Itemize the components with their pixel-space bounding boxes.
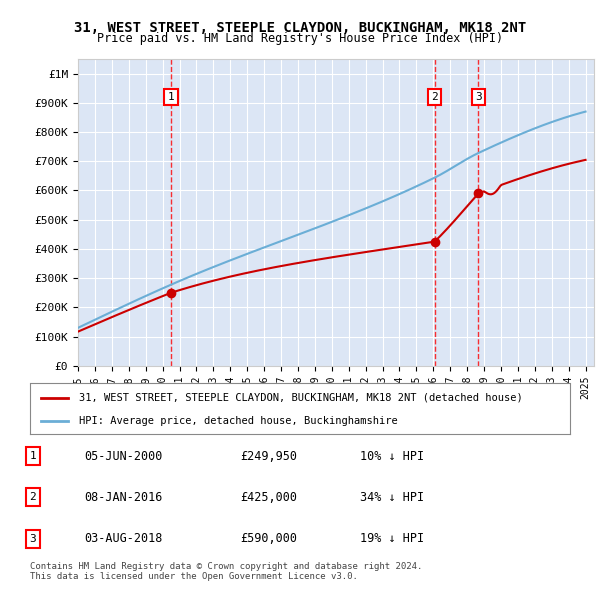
- Text: 31, WEST STREET, STEEPLE CLAYDON, BUCKINGHAM, MK18 2NT (detached house): 31, WEST STREET, STEEPLE CLAYDON, BUCKIN…: [79, 392, 523, 402]
- Text: 2: 2: [431, 92, 438, 102]
- Text: £249,950: £249,950: [240, 450, 297, 463]
- Text: 34% ↓ HPI: 34% ↓ HPI: [360, 491, 424, 504]
- Text: Price paid vs. HM Land Registry's House Price Index (HPI): Price paid vs. HM Land Registry's House …: [97, 32, 503, 45]
- Text: 1: 1: [29, 451, 37, 461]
- Text: 2: 2: [29, 493, 37, 502]
- Text: Contains HM Land Registry data © Crown copyright and database right 2024.
This d: Contains HM Land Registry data © Crown c…: [30, 562, 422, 581]
- Text: 10% ↓ HPI: 10% ↓ HPI: [360, 450, 424, 463]
- Text: 19% ↓ HPI: 19% ↓ HPI: [360, 532, 424, 545]
- Text: 08-JAN-2016: 08-JAN-2016: [84, 491, 163, 504]
- Text: £425,000: £425,000: [240, 491, 297, 504]
- Text: 1: 1: [167, 92, 175, 102]
- Text: 03-AUG-2018: 03-AUG-2018: [84, 532, 163, 545]
- Text: 3: 3: [29, 534, 37, 543]
- Text: 3: 3: [475, 92, 482, 102]
- Text: 05-JUN-2000: 05-JUN-2000: [84, 450, 163, 463]
- Text: HPI: Average price, detached house, Buckinghamshire: HPI: Average price, detached house, Buck…: [79, 416, 397, 426]
- Text: 31, WEST STREET, STEEPLE CLAYDON, BUCKINGHAM, MK18 2NT: 31, WEST STREET, STEEPLE CLAYDON, BUCKIN…: [74, 21, 526, 35]
- Text: £590,000: £590,000: [240, 532, 297, 545]
